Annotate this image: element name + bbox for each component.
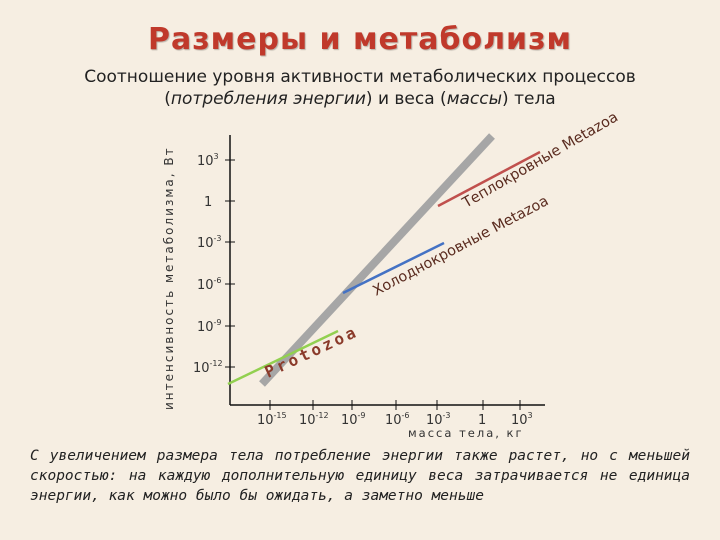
- subtitle-line-1: Соотношение уровня активности метаболиче…: [84, 67, 636, 87]
- subtitle-middle: ) и веса (: [365, 89, 447, 109]
- cold-blooded-line: [342, 241, 445, 295]
- x-tick-label: 103: [511, 411, 533, 428]
- x-tick-label: 10-12: [299, 411, 329, 428]
- reference-line: [259, 133, 495, 387]
- protozoa-line: [227, 329, 339, 386]
- x-tick-label: 10-3: [426, 411, 451, 428]
- subtitle-energy: потребления энергии: [170, 89, 366, 109]
- x-tick-label: 10-9: [341, 411, 366, 428]
- caption: С увеличением размера тела потребление э…: [30, 448, 690, 504]
- subtitle-paren-open: (: [164, 89, 171, 109]
- subtitle: Соотношение уровня активности метаболиче…: [30, 66, 690, 110]
- x-axis-label: масса тела, кг: [408, 426, 524, 440]
- page-title: Размеры и метаболизм: [147, 22, 573, 57]
- y-tick-label: 10-3: [197, 234, 222, 251]
- y-tick-label: 10-9: [197, 318, 222, 335]
- subtitle-line-2: (потребления энергии) и веса (массы) тел…: [30, 88, 690, 110]
- y-tick-label: 103: [197, 152, 219, 169]
- subtitle-mass: массы: [446, 89, 503, 109]
- x-tick-label: 1: [478, 413, 486, 428]
- y-tick-label: 10-6: [197, 276, 222, 293]
- x-tick-label: 10-15: [257, 411, 287, 428]
- warm-blooded-line: [437, 150, 541, 208]
- subtitle-end: ) тела: [502, 89, 556, 109]
- x-tick-label: 10-6: [385, 411, 410, 428]
- cold-blooded-label: Холоднокровные Metazoa: [370, 193, 551, 299]
- y-tick-label: 10-12: [193, 359, 223, 376]
- y-tick-label: 1: [204, 195, 212, 210]
